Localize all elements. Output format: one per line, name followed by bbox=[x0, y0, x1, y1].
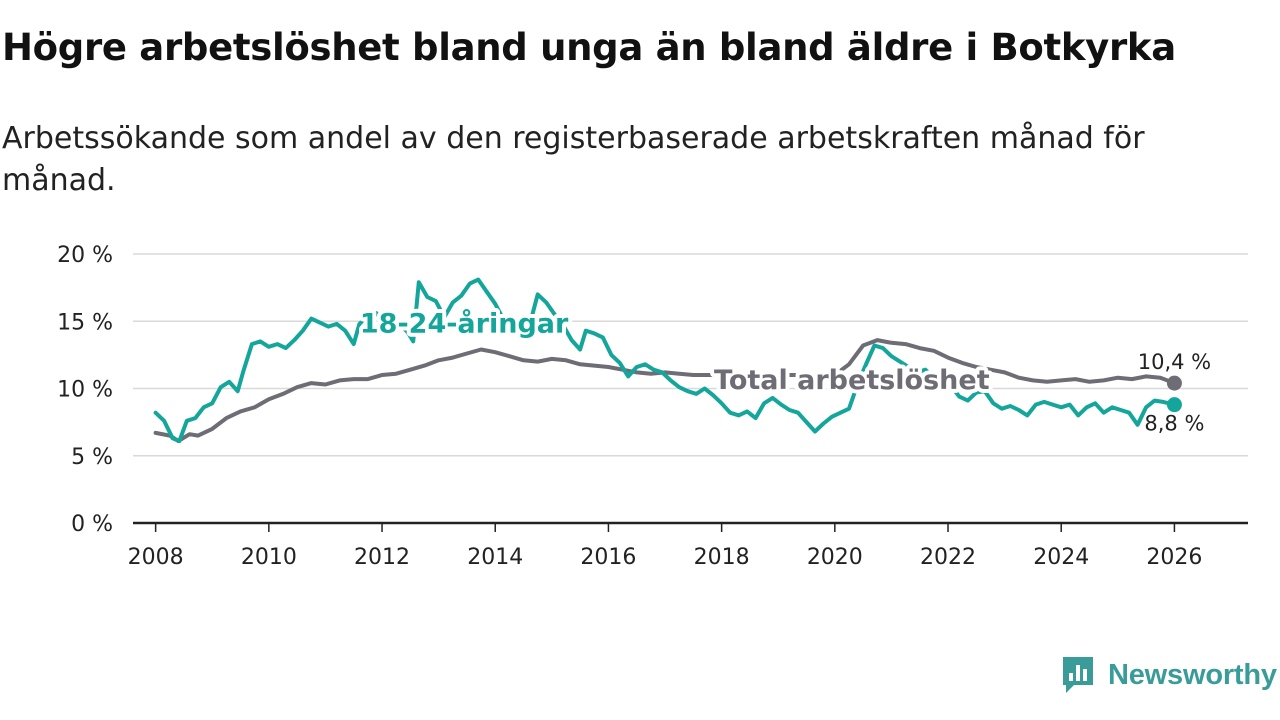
brand-name: Newsworthy bbox=[1108, 658, 1277, 691]
y-tick-label: 15 % bbox=[57, 310, 113, 335]
x-tick-label: 2012 bbox=[354, 545, 410, 570]
series-labels: 10,4 % 8,8 % 18-24-åringar Total arbetslösh… bbox=[356, 304, 1213, 438]
x-tick-label: 2014 bbox=[467, 545, 523, 570]
x-tick-label: 2022 bbox=[920, 545, 976, 570]
series-total-line bbox=[153, 338, 1177, 443]
series-youth-endpoint bbox=[1166, 397, 1182, 413]
series-youth-end-label: 8,8 % bbox=[1144, 412, 1204, 436]
y-tick-label: 20 % bbox=[57, 243, 113, 268]
series-youth-line bbox=[153, 277, 1177, 443]
series-total-end-label: 10,4 % bbox=[1138, 350, 1211, 374]
x-tick-label: 2008 bbox=[128, 545, 184, 570]
chart-title: Högre arbetslöshet bland unga än bland ä… bbox=[2, 26, 1176, 69]
series-lines bbox=[153, 277, 1182, 443]
x-tick-label: 2018 bbox=[694, 545, 750, 570]
x-tick-label: 2024 bbox=[1033, 545, 1089, 570]
newsworthy-logo-icon bbox=[1063, 657, 1093, 693]
x-tick-label: 2010 bbox=[241, 545, 297, 570]
y-tick-label: 0 % bbox=[71, 512, 113, 537]
y-tick-label: 10 % bbox=[57, 378, 113, 403]
gridlines bbox=[133, 253, 1248, 457]
series-total-endpoint bbox=[1166, 375, 1182, 391]
series-youth-name-label: 18-24-åringar bbox=[360, 308, 569, 340]
axes: 0 % 5 % 10 % 15 % 20 % 2008 2010 2012 2014 2016 20… bbox=[57, 243, 1248, 570]
series-total-name-label: Total arbetslöshet bbox=[714, 365, 990, 396]
x-tick-label: 2020 bbox=[807, 545, 863, 570]
brand: Newsworthy bbox=[1060, 654, 1277, 696]
x-tick-label: 2016 bbox=[580, 545, 636, 570]
chart-subtitle: Arbetssökande som andel av den registerb… bbox=[2, 121, 1145, 198]
y-tick-label: 5 % bbox=[71, 445, 113, 470]
x-tick-label: 2026 bbox=[1146, 545, 1202, 570]
